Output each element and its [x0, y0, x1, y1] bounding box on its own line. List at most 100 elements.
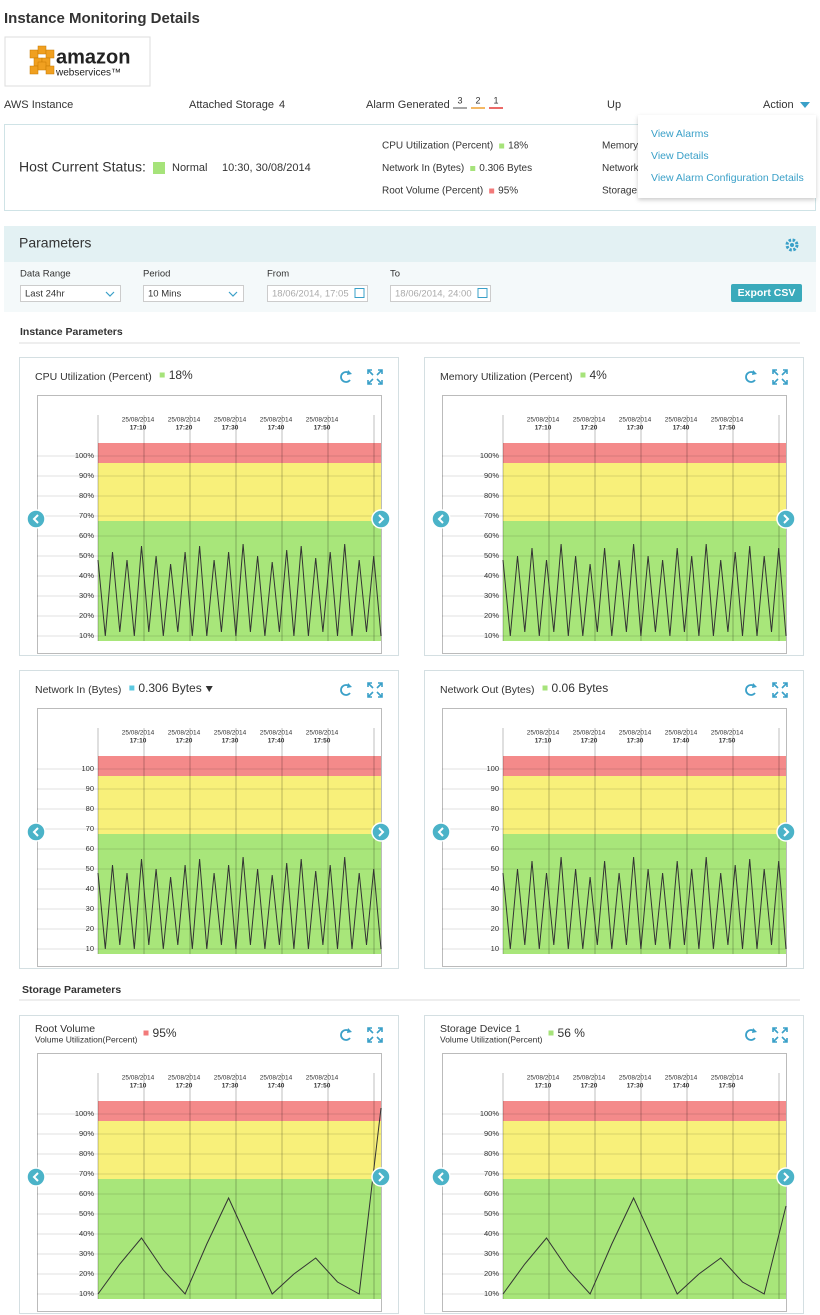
y-tick-label: 30% — [484, 591, 499, 600]
y-tick-label: 60% — [484, 1189, 499, 1198]
field-box[interactable] — [20, 285, 121, 302]
button-chevron — [783, 514, 790, 524]
state: Up — [607, 99, 621, 111]
y-tick-label: 100% — [480, 1109, 500, 1118]
y-tick-label: 80 — [86, 804, 94, 813]
x-tick-date: 25/08/2014 — [573, 1075, 606, 1082]
prev-button[interactable] — [431, 1167, 451, 1187]
next-button[interactable] — [776, 1167, 796, 1187]
value-caret[interactable] — [205, 686, 213, 692]
x-tick-time: 17:50 — [719, 1083, 736, 1090]
x-tick-time: 17:40 — [268, 1083, 285, 1090]
y-tick-label: 50% — [484, 1209, 499, 1218]
logo-sub: webservices™ — [55, 68, 121, 79]
threshold-band — [503, 1121, 786, 1179]
y-tick-label: 10% — [484, 631, 499, 640]
status-time: 10:30, 30/08/2014 — [222, 162, 311, 174]
x-tick-time: 17:20 — [581, 738, 598, 745]
expand-icon[interactable] — [772, 369, 788, 385]
prev-button[interactable] — [26, 822, 46, 842]
x-tick-date: 25/08/2014 — [665, 1075, 698, 1082]
expand-icon[interactable] — [772, 1027, 788, 1043]
field-value: 18/06/2014, 24:00 — [395, 289, 472, 300]
prev-button[interactable] — [431, 509, 451, 529]
expand-icon[interactable] — [367, 369, 383, 385]
export-label: Export CSV — [738, 287, 796, 299]
x-tick-date: 25/08/2014 — [306, 730, 339, 737]
x-tick-time: 17:40 — [673, 425, 690, 432]
y-tick-label: 90% — [484, 471, 499, 480]
chart-value: 95% — [153, 1026, 177, 1040]
y-tick-label: 20% — [79, 611, 94, 620]
metric-name: Memory — [602, 141, 638, 152]
x-tick-time: 17:10 — [130, 1083, 147, 1090]
status-label: Host Current Status: — [19, 159, 146, 175]
field-box[interactable] — [143, 285, 244, 302]
prev-button[interactable] — [431, 822, 451, 842]
metric-dot — [470, 166, 476, 171]
value-dot — [143, 1030, 149, 1036]
next-button[interactable] — [371, 822, 391, 842]
menu-item[interactable]: View Details — [651, 150, 709, 162]
x-tick-time: 17:20 — [581, 425, 598, 432]
next-button[interactable] — [776, 822, 796, 842]
next-button[interactable] — [371, 1167, 391, 1187]
expand-icon[interactable] — [367, 1027, 383, 1043]
x-tick-date: 25/08/2014 — [306, 1075, 339, 1082]
next-button[interactable] — [371, 509, 391, 529]
export-button[interactable] — [731, 284, 802, 302]
y-tick-label: 40% — [79, 1229, 94, 1238]
action-caret — [800, 102, 810, 108]
x-tick-date: 25/08/2014 — [711, 1075, 744, 1082]
value-dot — [580, 372, 586, 378]
y-tick-label: 20 — [491, 924, 499, 933]
y-tick-label: 30 — [86, 904, 94, 913]
x-tick-time: 17:20 — [581, 1083, 598, 1090]
section-title: Instance Parameters — [20, 326, 123, 338]
threshold-band — [503, 1101, 786, 1121]
calendar-icon — [354, 288, 365, 298]
gear[interactable] — [785, 238, 799, 252]
metric-value: 0.306 Bytes — [479, 163, 532, 174]
y-tick-label: 40% — [79, 571, 94, 580]
series-line — [97, 856, 382, 950]
next-button[interactable] — [776, 509, 796, 529]
field-box[interactable] — [267, 285, 368, 302]
x-tick-date: 25/08/2014 — [214, 1075, 247, 1082]
chart-subtitle: Volume Utilization(Percent) — [35, 1034, 138, 1044]
metric-name: Network — [602, 163, 640, 174]
menu — [638, 115, 816, 198]
menu-item[interactable]: View Alarms — [651, 128, 709, 140]
x-tick-date: 25/08/2014 — [711, 417, 744, 424]
series-line — [97, 543, 382, 637]
y-tick-label: 10 — [86, 944, 94, 953]
x-tick-date: 25/08/2014 — [122, 417, 155, 424]
threshold-band — [98, 756, 381, 776]
metric-name: Root Volume (Percent) — [382, 186, 483, 197]
threshold-band — [98, 1179, 381, 1299]
expand-icon[interactable] — [367, 682, 383, 698]
metric-value: 18% — [508, 141, 528, 152]
x-tick-date: 25/08/2014 — [168, 417, 201, 424]
field-box[interactable] — [390, 285, 491, 302]
menu-item[interactable]: View Alarm Configuration Details — [651, 172, 804, 184]
prev-button[interactable] — [26, 1167, 46, 1187]
action[interactable]: Action — [763, 99, 794, 111]
threshold-band — [503, 776, 786, 834]
y-tick-label: 20 — [86, 924, 94, 933]
logo-cube — [45, 49, 55, 59]
params-title: Parameters — [19, 235, 91, 251]
field-label: From — [267, 269, 289, 280]
chart-value: 4% — [589, 368, 607, 382]
prev-button[interactable] — [26, 509, 46, 529]
series-line — [502, 1196, 787, 1295]
x-tick-date: 25/08/2014 — [527, 417, 560, 424]
button-chevron — [32, 827, 39, 837]
x-tick-time: 17:30 — [222, 738, 239, 745]
field-label: Data Range — [20, 269, 71, 280]
y-tick-label: 50% — [79, 551, 94, 560]
threshold-band — [98, 1121, 381, 1179]
expand-icon[interactable] — [772, 682, 788, 698]
x-tick-time: 17:30 — [627, 1083, 644, 1090]
x-tick-time: 17:20 — [176, 1083, 193, 1090]
